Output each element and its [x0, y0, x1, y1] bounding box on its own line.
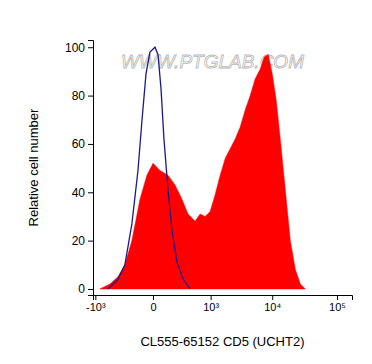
- y-tick-mark: [88, 241, 93, 242]
- x-tick: 10⁴: [264, 295, 281, 313]
- x-tick: 0: [150, 295, 156, 313]
- x-tick-label: -10³: [86, 301, 106, 313]
- x-tick-label: 10⁵: [329, 301, 346, 313]
- x-axis-line: [94, 296, 353, 301]
- chart: WWW.PTGLAB.COM-10³010³10⁴10⁵020406080100…: [0, 0, 372, 364]
- x-tick-label: 0: [150, 301, 156, 313]
- y-tick-label: 100: [65, 41, 85, 55]
- x-tick: 10⁵: [329, 295, 346, 313]
- x-tick: 10³: [203, 295, 219, 313]
- y-tick-mark: [88, 96, 93, 97]
- y-axis: 0 20 40 60 80 100: [65, 41, 94, 297]
- y-tick-label: 80: [72, 89, 86, 103]
- y-tick: 40: [72, 186, 93, 200]
- y-axis-title: Relative cell number: [26, 108, 41, 226]
- y-tick-label: 20: [72, 234, 86, 248]
- x-axis: -10³ 0 10³ 10⁴ 10⁵: [86, 295, 352, 313]
- x-tick-label: 10⁴: [264, 301, 281, 313]
- y-tick: 100: [65, 41, 93, 55]
- y-tick-mark: [88, 192, 93, 193]
- y-axis-line: [88, 41, 94, 296]
- y-tick: 80: [72, 89, 93, 103]
- y-tick: 0: [78, 282, 93, 296]
- y-tick-label: 0: [78, 282, 85, 296]
- y-tick: 60: [72, 137, 93, 151]
- x-tick-mark: [211, 295, 212, 300]
- y-tick-mark: [88, 289, 93, 290]
- y-tick-label: 40: [72, 186, 86, 200]
- y-tick-label: 60: [72, 137, 86, 151]
- y-tick-mark: [88, 47, 93, 48]
- plot-marks: [100, 47, 305, 289]
- x-tick-mark: [272, 295, 273, 300]
- histogram-line: [108, 47, 190, 289]
- x-axis-title: CL555-65152 CD5 (UCHT2): [140, 334, 304, 349]
- x-tick-mark: [95, 295, 96, 300]
- histogram-area: [100, 55, 305, 289]
- y-tick: 20: [72, 234, 93, 248]
- x-tick-label: 10³: [203, 301, 219, 313]
- y-tick-mark: [88, 144, 93, 145]
- x-tick-mark: [153, 295, 154, 300]
- x-tick-mark: [337, 295, 338, 300]
- x-tick: -10³: [86, 295, 106, 313]
